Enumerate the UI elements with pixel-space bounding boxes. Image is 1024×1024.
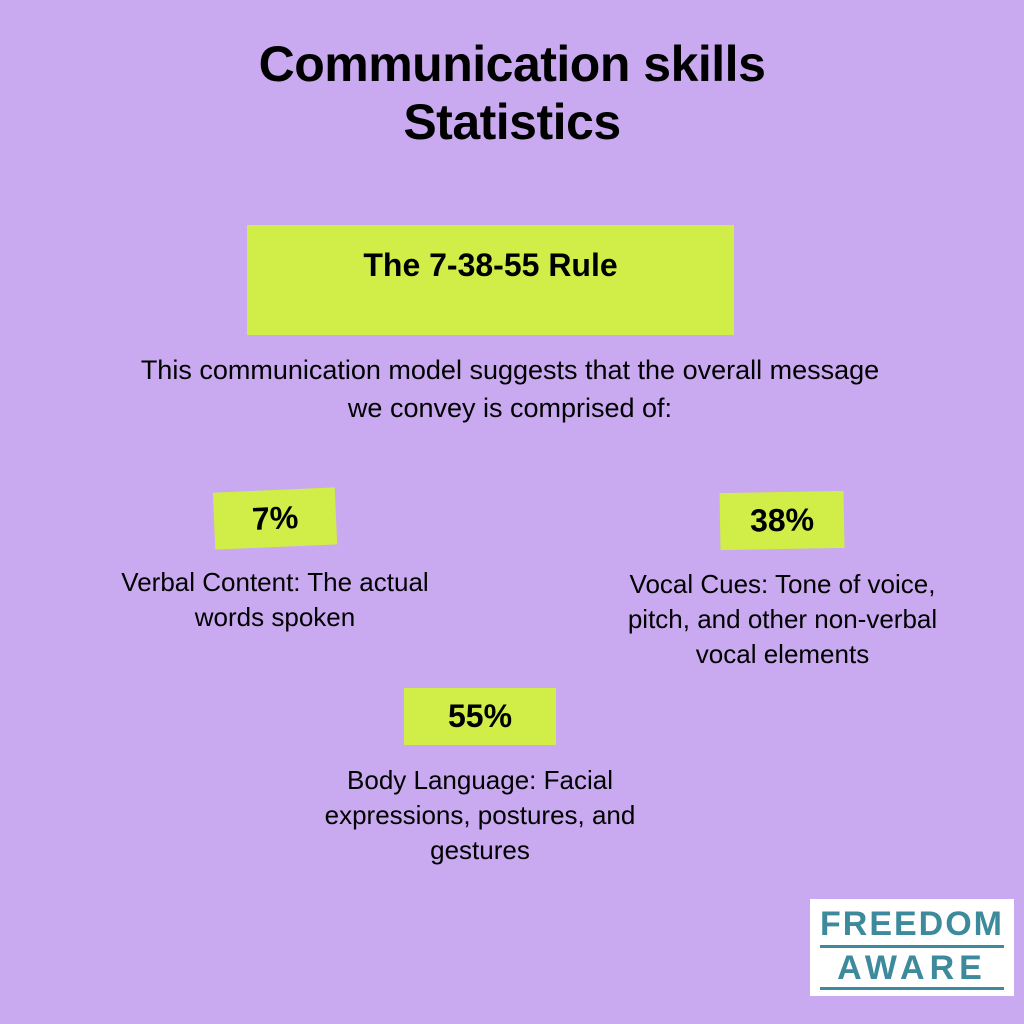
logo-line-2: AWARE [820,945,1004,990]
rule-badge: The 7-38-55 Rule [247,225,734,335]
stat-body-percent: 55% [404,688,556,745]
stat-body-text: Body Language: Facial expressions, postu… [310,763,650,868]
rule-badge-text: The 7-38-55 Rule [363,247,617,284]
brand-logo: FREEDOM AWARE [810,899,1014,996]
rule-description: This communication model suggests that t… [140,352,880,428]
title-line-2: Statistics [403,94,620,150]
logo-line-1: FREEDOM [820,907,1004,941]
page-title: Communication skills Statistics [0,36,1024,151]
stat-verbal-percent: 7% [213,487,338,549]
title-line-1: Communication skills [259,36,766,92]
stat-vocal-percent: 38% [720,491,845,550]
stat-body: 55% Body Language: Facial expressions, p… [310,688,650,868]
stat-verbal-text: Verbal Content: The actual words spoken [105,565,445,635]
stat-vocal-text: Vocal Cues: Tone of voice, pitch, and ot… [610,567,955,672]
stat-vocal: 38% Vocal Cues: Tone of voice, pitch, an… [610,492,955,672]
stat-verbal: 7% Verbal Content: The actual words spok… [105,490,445,635]
